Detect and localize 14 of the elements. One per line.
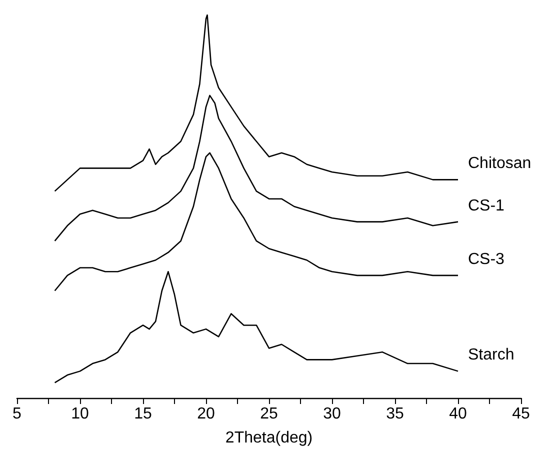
x-tick-label: 35 (386, 406, 404, 422)
x-axis-title: 2Theta(deg) (225, 430, 313, 446)
series-label: CS-3 (468, 250, 505, 268)
x-tick-label: 40 (449, 406, 467, 422)
x-tick-label: 15 (134, 406, 152, 422)
series-label: Chitosan (468, 155, 532, 172)
x-tick-label: 45 (512, 406, 530, 422)
x-tick-label: 20 (197, 406, 215, 422)
series-label: Starch (468, 346, 514, 364)
x-tick-label: 30 (323, 406, 341, 422)
x-tick-label: 10 (71, 406, 89, 422)
series-label: CS-1 (468, 197, 505, 214)
x-tick-label: 5 (12, 406, 22, 422)
x-tick-label: 25 (260, 406, 278, 422)
